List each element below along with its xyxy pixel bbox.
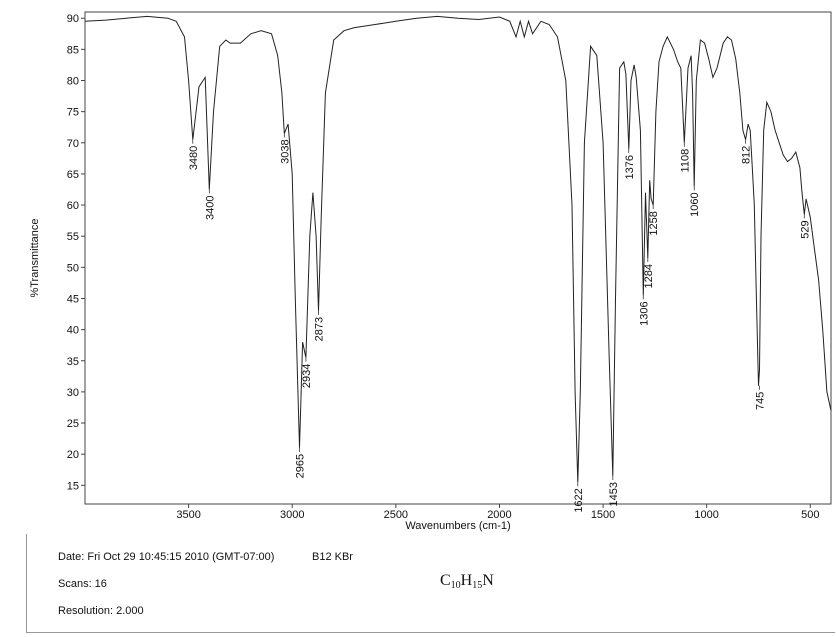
x-tick-label: 3500 bbox=[176, 509, 200, 521]
y-tick-label: 20 bbox=[67, 449, 79, 461]
peak-label: 1258 bbox=[648, 211, 660, 235]
formula-carbon-count: 10 bbox=[450, 580, 461, 591]
peak-label: 2934 bbox=[301, 364, 313, 388]
ir-spectrum-chart: 15 20 25 30 35 40 45 50 55 60 65 70 75 80 85 90 3500 300… bbox=[29, 11, 832, 532]
peak-label: 3400 bbox=[204, 196, 216, 220]
spectrum-trace bbox=[84, 15, 832, 483]
x-tick-label: 3000 bbox=[280, 509, 304, 521]
y-axis: 15 20 25 30 35 40 45 50 55 60 65 70 75 80 85 90 bbox=[67, 13, 85, 492]
y-tick-label: 35 bbox=[67, 356, 79, 368]
peak-label: 1108 bbox=[679, 149, 691, 173]
y-tick-label: 85 bbox=[67, 44, 79, 56]
x-tick-label: 2500 bbox=[384, 509, 408, 521]
plot-area bbox=[84, 11, 832, 505]
x-tick-label: 2000 bbox=[487, 509, 511, 521]
y-tick-label: 55 bbox=[67, 231, 79, 243]
x-tick-label: 500 bbox=[801, 509, 819, 521]
y-tick-label: 45 bbox=[67, 293, 79, 305]
peak-label: 2873 bbox=[314, 317, 326, 341]
y-tick-label: 15 bbox=[67, 480, 79, 492]
x-axis: 3500 3000 2500 2000 1500 1000 500 bbox=[176, 504, 819, 521]
x-axis-title: Wavenumbers (cm-1) bbox=[405, 520, 510, 532]
peak-label: 745 bbox=[755, 392, 767, 410]
peak-label: 1453 bbox=[608, 482, 620, 506]
y-tick-label: 90 bbox=[67, 13, 79, 25]
peak-label: 812 bbox=[741, 146, 753, 164]
peak-label: 1622 bbox=[573, 488, 585, 512]
formula-hydrogen-count: 15 bbox=[472, 580, 483, 591]
formula-carbon: C bbox=[440, 572, 451, 589]
peak-label: 2965 bbox=[295, 454, 307, 478]
y-tick-label: 30 bbox=[67, 387, 79, 399]
y-tick-label: 25 bbox=[67, 418, 79, 430]
scans-count: Scans: 16 bbox=[58, 578, 107, 590]
peak-label: 529 bbox=[799, 220, 811, 238]
peak-label: 3480 bbox=[188, 146, 200, 170]
molecular-formula: C10H15N bbox=[440, 572, 494, 591]
x-tick-label: 1000 bbox=[694, 509, 718, 521]
y-tick-label: 70 bbox=[67, 138, 79, 150]
formula-hydrogen: H bbox=[460, 572, 473, 589]
peak-label: 3038 bbox=[279, 139, 291, 163]
y-tick-label: 50 bbox=[67, 262, 79, 274]
y-tick-label: 75 bbox=[67, 107, 79, 119]
y-tick-label: 40 bbox=[67, 325, 79, 337]
footer-panel bbox=[26, 534, 835, 633]
acquisition-date: Date: Fri Oct 29 10:45:15 2010 (GMT-07:0… bbox=[58, 551, 275, 563]
sample-info: B12 KBr bbox=[312, 551, 353, 563]
y-tick-label: 80 bbox=[67, 76, 79, 88]
x-tick-label: 1500 bbox=[591, 509, 615, 521]
y-axis-title: %Transmittance bbox=[29, 218, 41, 297]
peak-label: 1284 bbox=[643, 264, 655, 288]
peak-label: 1376 bbox=[624, 155, 636, 179]
formula-nitrogen: N bbox=[482, 572, 494, 589]
peak-label: 1306 bbox=[638, 301, 650, 325]
y-tick-label: 65 bbox=[67, 169, 79, 181]
y-tick-label: 60 bbox=[67, 200, 79, 212]
resolution-value: Resolution: 2.000 bbox=[58, 605, 144, 617]
peak-labels: 3480 3400 3038 2965 2934 2873 1622 1453 1376 1306… bbox=[188, 133, 811, 513]
peak-label: 1060 bbox=[689, 192, 701, 216]
